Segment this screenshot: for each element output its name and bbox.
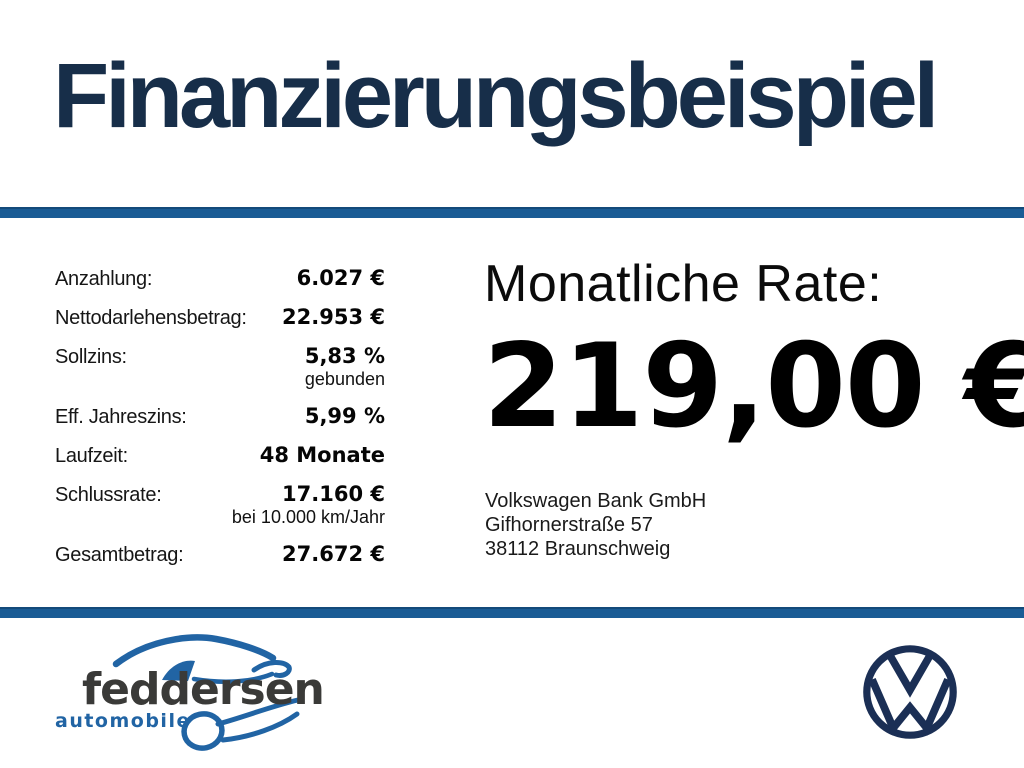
row-label: Sollzins: (55, 346, 127, 368)
dealer-logo: feddersen automobile (46, 634, 346, 768)
table-row: Nettodarlehensbetrag: 22.953 € (55, 305, 385, 330)
divider-top (0, 207, 1024, 218)
divider-bottom (0, 607, 1024, 618)
dealer-subtitle: automobile (55, 710, 191, 732)
row-label: Eff. Jahreszins: (55, 406, 187, 428)
row-label: Laufzeit: (55, 445, 128, 467)
row-value: 22.953 € (282, 305, 385, 329)
vw-roundel (863, 645, 957, 739)
row-value: 17.160 € (282, 482, 385, 506)
row-label: Nettodarlehensbetrag: (55, 307, 247, 329)
dealer-name: feddersen (82, 664, 324, 715)
row-value: 27.672 € (282, 542, 385, 566)
table-row: Sollzins: 5,83 % gebunden (55, 344, 385, 390)
table-row: Eff. Jahreszins: 5,99 % (55, 404, 385, 429)
bank-name: Volkswagen Bank GmbH (485, 490, 707, 512)
table-row: Gesamtbetrag: 27.672 € (55, 542, 385, 567)
row-value: 5,83 % (304, 344, 385, 368)
car-window-shape (162, 660, 195, 681)
vw-logo-icon (862, 644, 958, 745)
monthly-rate-label: Monatliche Rate: (484, 255, 883, 313)
row-value: 5,99 % (304, 404, 385, 428)
row-label: Schlussrate: (55, 484, 162, 506)
monthly-rate-value: 219,00 € (483, 319, 1024, 454)
row-value: 48 Monate (259, 443, 385, 467)
bank-city: 38112 Braunschweig (485, 538, 671, 560)
car-outline-icon: feddersen automobile (55, 634, 325, 751)
row-value: 6.027 € (296, 266, 385, 290)
bank-street: Gifhornerstraße 57 (485, 514, 653, 536)
bank-address: Volkswagen Bank GmbH Gifhornerstraße 57 … (485, 489, 706, 561)
finance-table: Anzahlung: 6.027 € Nettodarlehensbetrag:… (55, 266, 385, 581)
row-label: Gesamtbetrag: (55, 544, 184, 566)
page-title: Finanzierungsbeispiel (53, 45, 939, 147)
table-row: Schlussrate: 17.160 € bei 10.000 km/Jahr (55, 482, 385, 528)
table-row: Laufzeit: 48 Monate (55, 443, 385, 468)
row-note: bei 10.000 km/Jahr (231, 507, 385, 527)
table-row: Anzahlung: 6.027 € (55, 266, 385, 291)
row-label: Anzahlung: (55, 268, 153, 290)
row-note: gebunden (304, 369, 385, 389)
